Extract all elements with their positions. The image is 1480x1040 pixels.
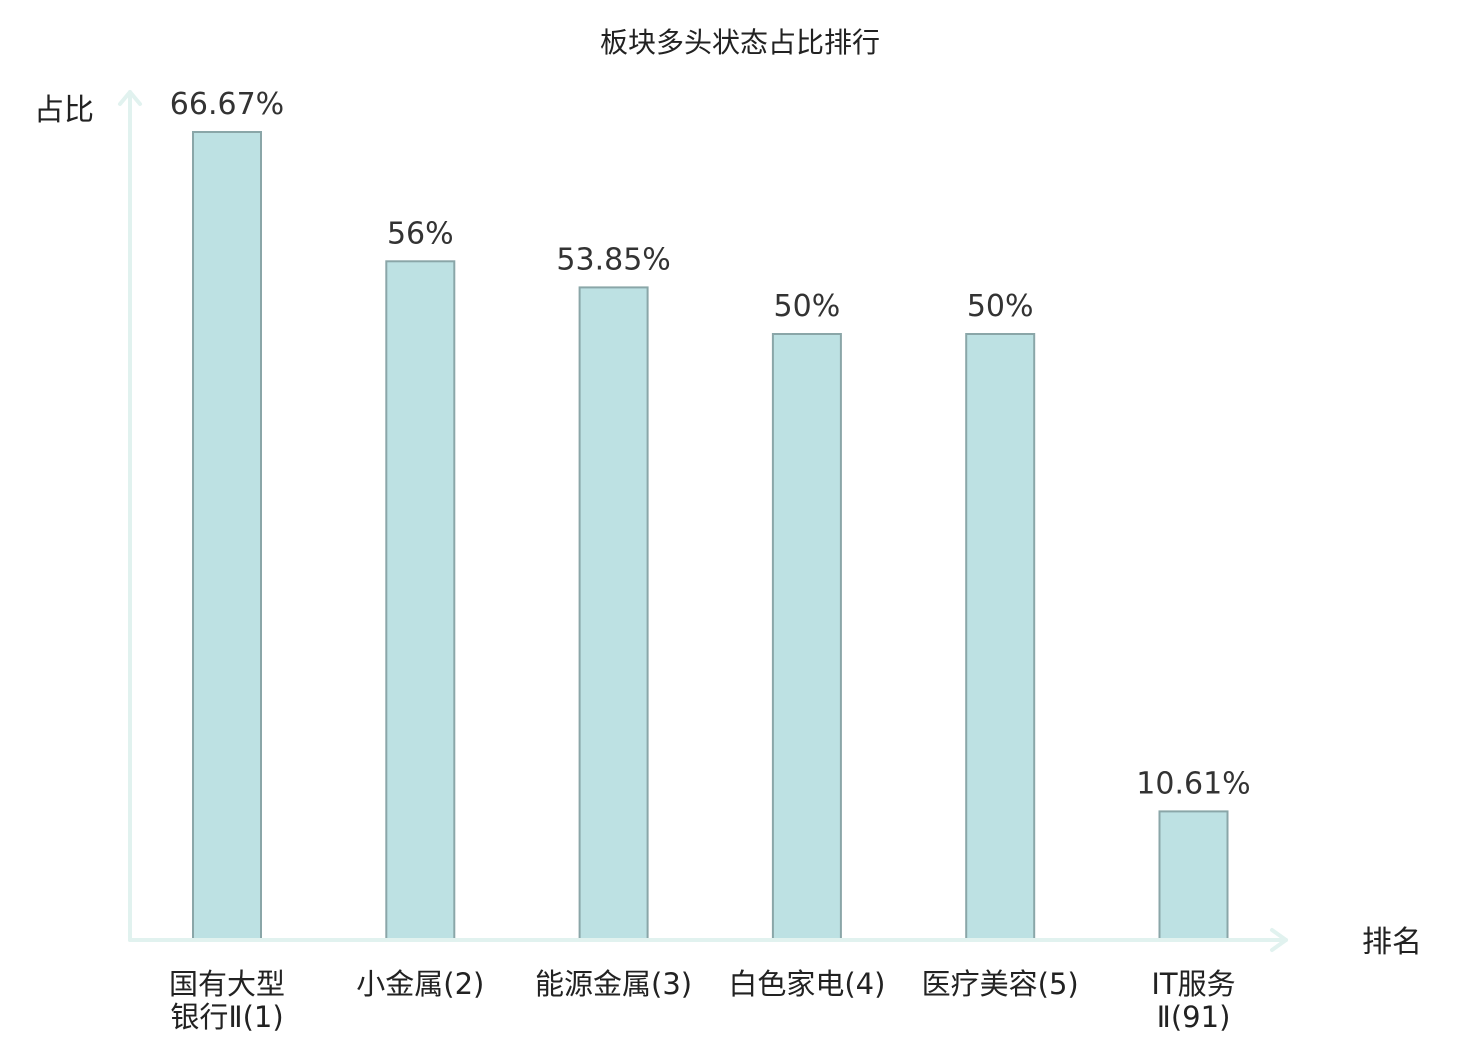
category-label-1: 国有大型银行Ⅱ(1): [169, 967, 285, 1034]
category-label-2: 小金属(2): [356, 967, 484, 1001]
category-label-line: 白色家电(4): [728, 967, 885, 1001]
category-label-line: IT服务: [1151, 967, 1235, 1001]
category-label-line: Ⅱ(91): [1157, 1000, 1231, 1034]
value-label-1: 66.67%: [170, 87, 284, 122]
labels-group: 66.67% 国有大型银行Ⅱ(1) 56% 小金属(2) 53.85% 能源金属(3) 50…: [169, 87, 1251, 1034]
bar-6: [1158, 810, 1229, 942]
x-axis-arrow: [1270, 928, 1288, 952]
category-label-line: 小金属(2): [356, 967, 484, 1001]
bar-5: [965, 333, 1036, 941]
value-label-6: 10.61%: [1136, 766, 1250, 801]
axes: [118, 90, 1288, 952]
category-label-line: 银行Ⅱ(1): [170, 1000, 283, 1034]
value-label-5: 50%: [967, 289, 1034, 324]
x-axis-label: 排名: [1362, 925, 1422, 960]
bar-3: [578, 286, 649, 941]
category-label-5: 医疗美容(5): [922, 967, 1079, 1001]
category-label-line: 能源金属(3): [535, 967, 692, 1001]
category-label-4: 白色家电(4): [728, 967, 885, 1001]
bar-1: [192, 131, 262, 941]
category-label-line: 国有大型: [169, 967, 285, 1001]
bars-group: [192, 131, 1229, 942]
value-label-3: 53.85%: [556, 242, 670, 277]
y-axis-arrow: [118, 90, 142, 106]
bar-2: [385, 260, 456, 941]
chart-title: 板块多头状态占比排行: [600, 26, 880, 59]
y-axis-label: 占比: [34, 93, 94, 128]
category-label-3: 能源金属(3): [535, 967, 692, 1001]
value-label-2: 56%: [387, 216, 454, 251]
bar-4: [771, 333, 842, 941]
category-label-6: IT服务 Ⅱ(91): [1151, 967, 1235, 1034]
category-label-line: 医疗美容(5): [922, 967, 1079, 1001]
value-label-4: 50%: [774, 289, 841, 324]
